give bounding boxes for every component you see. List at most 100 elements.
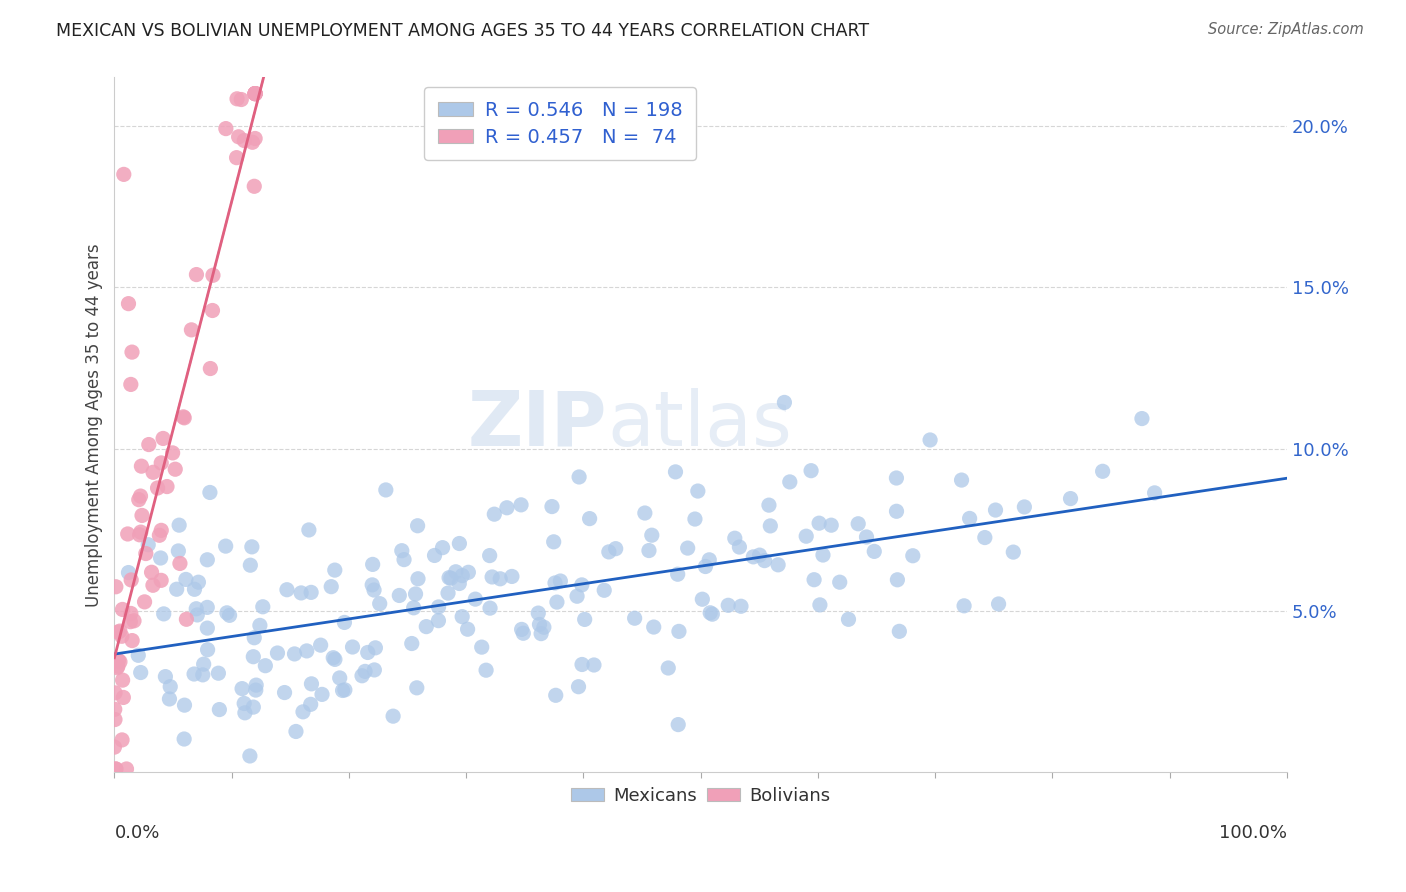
Point bbox=[186, 601, 208, 615]
Point bbox=[176, 612, 198, 626]
Point bbox=[641, 528, 664, 542]
Point bbox=[717, 599, 740, 613]
Point bbox=[361, 578, 384, 592]
Point bbox=[401, 636, 423, 650]
Point bbox=[120, 607, 142, 621]
Point bbox=[863, 544, 886, 558]
Point bbox=[197, 642, 219, 657]
Point bbox=[496, 500, 519, 515]
Point bbox=[959, 511, 981, 525]
Point bbox=[150, 524, 173, 538]
Point bbox=[451, 609, 474, 624]
Point bbox=[105, 661, 128, 675]
Point bbox=[527, 606, 550, 620]
Point bbox=[754, 553, 776, 567]
Point bbox=[402, 600, 425, 615]
Point bbox=[364, 640, 387, 655]
Point bbox=[273, 685, 295, 699]
Point bbox=[243, 631, 266, 645]
Point bbox=[138, 437, 160, 451]
Text: MEXICAN VS BOLIVIAN UNEMPLOYMENT AMONG AGES 35 TO 44 YEARS CORRELATION CHART: MEXICAN VS BOLIVIAN UNEMPLOYMENT AMONG A… bbox=[56, 22, 869, 40]
Point bbox=[167, 518, 190, 533]
Point bbox=[103, 740, 125, 755]
Point bbox=[427, 614, 450, 628]
Point bbox=[162, 446, 184, 460]
Point bbox=[920, 433, 942, 447]
Point bbox=[323, 652, 346, 666]
Point bbox=[697, 553, 720, 567]
Point bbox=[363, 663, 385, 677]
Point bbox=[120, 377, 142, 392]
Point bbox=[284, 724, 307, 739]
Point bbox=[449, 576, 471, 591]
Point bbox=[121, 633, 143, 648]
Point bbox=[837, 612, 859, 626]
Point bbox=[127, 648, 149, 663]
Point bbox=[107, 653, 129, 667]
Point bbox=[886, 471, 908, 485]
Point bbox=[239, 748, 262, 763]
Point bbox=[207, 666, 229, 681]
Point bbox=[423, 549, 446, 563]
Point bbox=[245, 678, 267, 692]
Point bbox=[111, 629, 134, 643]
Point bbox=[159, 680, 181, 694]
Point bbox=[501, 569, 523, 583]
Point bbox=[112, 167, 135, 181]
Point bbox=[104, 702, 127, 716]
Point bbox=[242, 700, 264, 714]
Point bbox=[901, 549, 924, 563]
Point bbox=[530, 626, 553, 640]
Y-axis label: Unemployment Among Ages 35 to 44 years: Unemployment Among Ages 35 to 44 years bbox=[86, 243, 103, 607]
Point bbox=[759, 519, 782, 533]
Point bbox=[529, 617, 551, 632]
Point bbox=[321, 580, 343, 594]
Point bbox=[692, 592, 714, 607]
Point bbox=[117, 296, 139, 310]
Point bbox=[195, 553, 218, 567]
Point bbox=[886, 504, 908, 518]
Point bbox=[808, 598, 831, 612]
Point bbox=[111, 733, 134, 747]
Point bbox=[800, 464, 823, 478]
Point bbox=[299, 698, 322, 712]
Legend: Mexicans, Bolivians: Mexicans, Bolivians bbox=[564, 780, 838, 812]
Point bbox=[243, 87, 266, 101]
Point bbox=[191, 668, 214, 682]
Point bbox=[664, 465, 686, 479]
Point bbox=[546, 595, 568, 609]
Point bbox=[544, 688, 567, 702]
Point bbox=[683, 512, 706, 526]
Point bbox=[152, 607, 174, 621]
Point bbox=[432, 541, 454, 555]
Point bbox=[1091, 464, 1114, 478]
Point bbox=[108, 624, 131, 639]
Point bbox=[773, 395, 796, 409]
Point bbox=[159, 692, 181, 706]
Text: 0.0%: 0.0% bbox=[114, 824, 160, 842]
Point bbox=[231, 93, 253, 107]
Point bbox=[180, 323, 202, 337]
Point bbox=[201, 303, 224, 318]
Point bbox=[973, 531, 995, 545]
Point bbox=[329, 671, 352, 685]
Point bbox=[634, 506, 657, 520]
Point bbox=[136, 538, 159, 552]
Point bbox=[571, 578, 593, 592]
Point bbox=[350, 669, 373, 683]
Point bbox=[311, 687, 333, 701]
Point bbox=[638, 543, 661, 558]
Point bbox=[172, 409, 194, 424]
Point bbox=[111, 602, 134, 616]
Point bbox=[298, 523, 321, 537]
Point bbox=[392, 552, 415, 566]
Point bbox=[475, 663, 498, 677]
Point bbox=[676, 541, 699, 555]
Point bbox=[333, 682, 356, 697]
Point bbox=[361, 558, 384, 572]
Point bbox=[449, 536, 471, 550]
Point bbox=[292, 705, 315, 719]
Point bbox=[243, 131, 266, 145]
Point bbox=[266, 646, 288, 660]
Point bbox=[478, 549, 501, 563]
